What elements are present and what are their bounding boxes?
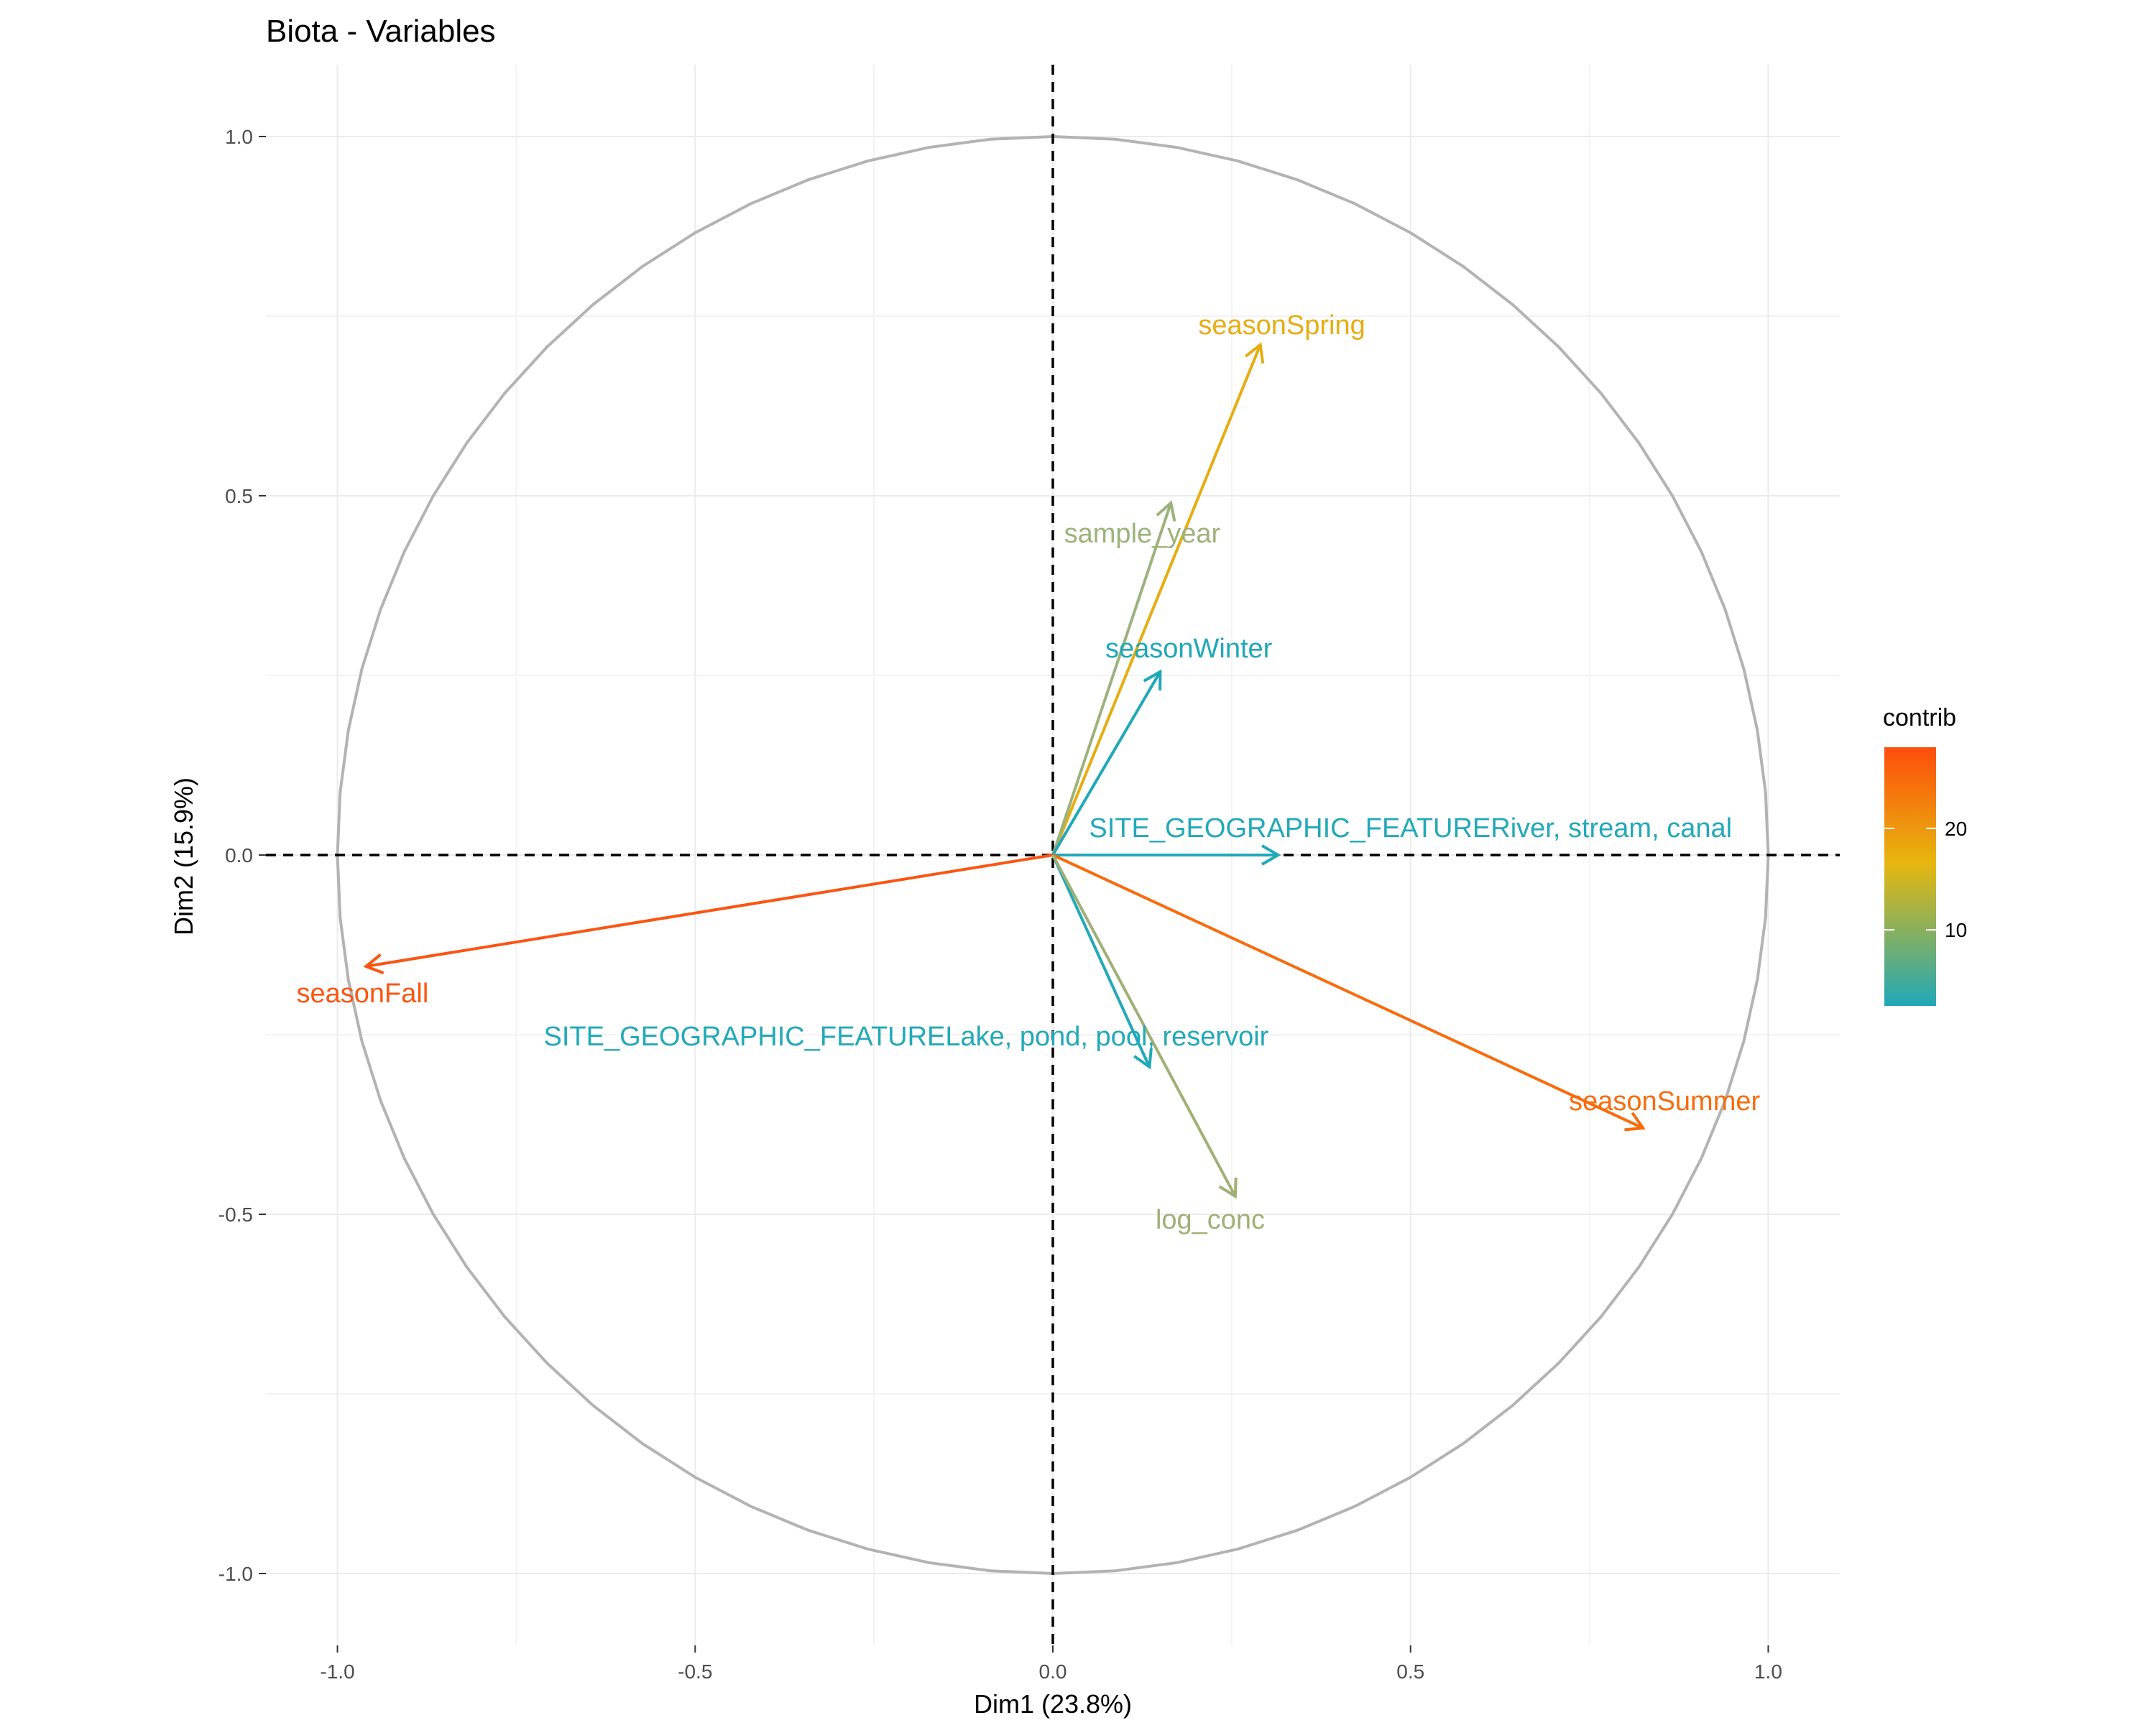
variable-label: seasonSpring <box>1198 310 1365 341</box>
arrow-head <box>1624 1112 1646 1132</box>
arrow-shaft <box>1051 854 1151 1068</box>
variable-label: sample_year <box>1064 519 1221 549</box>
arrow-seasonspring <box>1051 342 1265 856</box>
y-tick-label: 0.5 <box>225 485 253 507</box>
y-tick-label: 0.0 <box>225 844 253 867</box>
variable-label: log_conc <box>1156 1205 1265 1235</box>
arrow-head <box>1143 669 1162 691</box>
legend: contrib 10 20 <box>1883 704 1967 1006</box>
y-axis-title: Dim2 (15.9%) <box>169 777 198 935</box>
arrow-shaft <box>1051 670 1162 856</box>
variable-labels-layer: seasonSpring sample_year seasonWinter SITE_… <box>297 310 1761 1235</box>
arrow-seasonwinter <box>1051 669 1162 856</box>
x-tick-label: -0.5 <box>678 1660 712 1683</box>
legend-ticks: 10 20 <box>1884 818 1967 941</box>
x-axis-title: Dim1 (23.8%) <box>974 1689 1132 1719</box>
y-tick-label: -1.0 <box>218 1563 253 1585</box>
arrow-head <box>363 953 384 975</box>
x-tick-label: 0.5 <box>1396 1660 1424 1683</box>
arrow-shaft <box>1051 344 1262 856</box>
x-tick-label: 0.0 <box>1039 1660 1067 1683</box>
arrow-seasonsummer <box>1052 854 1646 1132</box>
y-tick-label: -0.5 <box>218 1203 253 1226</box>
arrow-shaft <box>366 854 1054 968</box>
chart-title: Biota - Variables <box>266 14 496 49</box>
variable-label: seasonWinter <box>1105 634 1273 664</box>
y-tick-label: 1.0 <box>225 126 253 148</box>
arrow-head <box>1133 1048 1153 1070</box>
axes-layer: -1.0 -0.5 0.0 0.5 1.0 -1.0 -0.5 0.0 0.5 1.0 <box>218 126 1782 1683</box>
arrow-log-conc <box>1051 854 1238 1199</box>
variable-arrows-layer <box>363 342 1646 1199</box>
arrow-shaft <box>1052 854 1644 1129</box>
arrow-head <box>1261 844 1281 866</box>
variable-label: seasonFall <box>297 979 429 1009</box>
arrow-site-geographic-featurelake-pond-pool-reservoir <box>1051 854 1153 1070</box>
x-tick-label: 1.0 <box>1754 1660 1782 1683</box>
arrow-sample-year <box>1051 500 1176 856</box>
variable-label: seasonSummer <box>1569 1086 1760 1117</box>
reference-lines-layer <box>266 65 1840 1645</box>
legend-colorbar <box>1884 747 1936 1006</box>
x-tick-label: -1.0 <box>320 1660 354 1683</box>
arrow-shaft <box>1051 854 1237 1197</box>
legend-tick-label: 20 <box>1945 818 1967 840</box>
variable-label: SITE_GEOGRAPHIC_FEATURELake, pond, pool,… <box>544 1022 1269 1052</box>
variable-label: SITE_GEOGRAPHIC_FEATURERiver, stream, ca… <box>1089 813 1732 844</box>
arrow-site-geographic-featureriver-stream-canal <box>1053 844 1281 866</box>
arrow-head <box>1218 1177 1238 1199</box>
legend-title: contrib <box>1883 704 1956 731</box>
arrow-shaft <box>1051 502 1173 856</box>
arrow-head <box>1244 342 1265 364</box>
arrow-head <box>1156 500 1176 522</box>
legend-tick-label: 10 <box>1945 919 1967 941</box>
arrow-seasonfall <box>363 854 1054 975</box>
